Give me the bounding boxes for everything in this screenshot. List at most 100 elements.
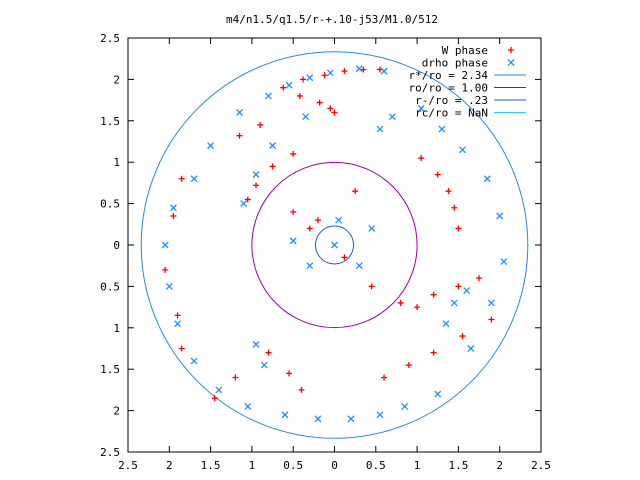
y-tick-label: 2 xyxy=(113,73,120,86)
w-phase-point xyxy=(257,121,264,128)
drho-phase-point xyxy=(285,81,293,89)
w-phase-point xyxy=(488,316,495,323)
drho-phase-point xyxy=(388,113,396,121)
w-phase-point xyxy=(298,386,305,393)
x-tick-label: 1 xyxy=(249,459,256,472)
y-tick-label: 1 xyxy=(113,322,120,335)
w-phase-point xyxy=(232,374,239,381)
drho-phase-point xyxy=(236,109,243,116)
w-phase-point xyxy=(476,275,483,282)
drho-phase-point xyxy=(331,241,338,249)
drho-phase-point xyxy=(281,411,289,419)
w-phase-point xyxy=(459,333,466,340)
drho-phase-point xyxy=(355,65,363,73)
w-phase-point xyxy=(174,312,181,319)
chart-title: m4/n1.5/q1.5/r-+.10-j53/M1.0/512 xyxy=(226,13,438,26)
w-phase-point xyxy=(162,266,169,273)
w-phase-point xyxy=(455,283,462,290)
w-phase-point xyxy=(381,374,388,381)
drho-phase-point xyxy=(264,92,272,100)
w-phase-point xyxy=(430,291,437,298)
y-tick-label: 1.5 xyxy=(100,115,120,128)
w-phase-point xyxy=(434,171,441,178)
drho-phase-point xyxy=(215,386,223,394)
x-tick-label: 1 xyxy=(414,459,421,472)
legend-marker xyxy=(508,47,514,53)
drho-phase-point xyxy=(161,241,169,249)
w-phase-point xyxy=(178,175,185,182)
y-tick-label: 2 xyxy=(113,405,120,418)
legend-label: W phase xyxy=(442,44,488,57)
drho-phase-point xyxy=(355,262,363,270)
y-tick-label: 2.5 xyxy=(100,32,120,45)
drho-phase-point xyxy=(207,142,215,150)
y-tick-label: 1 xyxy=(113,156,120,169)
w-phase-point xyxy=(314,217,321,224)
w-phase-point xyxy=(405,362,412,369)
drho-phase-point xyxy=(314,415,322,423)
axis-ticks: 2.5 2 1.5 1 0.5 0 0.5 1 1.5 2 2.52.521.510.500.511… xyxy=(100,32,551,472)
w-phase-point xyxy=(296,92,303,99)
y-tick-label: 1.5 xyxy=(100,363,120,376)
w-phase-point xyxy=(280,84,287,91)
drho-phase-point xyxy=(326,69,334,77)
drho-phase-point xyxy=(368,224,376,232)
drho-phase-point xyxy=(240,200,248,208)
drho-phase-point xyxy=(483,175,491,183)
w-phase-point xyxy=(211,395,218,402)
y-tick-label: 0 xyxy=(113,239,120,252)
drho-phase-point xyxy=(190,357,198,365)
w-phase-point xyxy=(170,213,177,220)
legend-label: ro/ro = 1.00 xyxy=(409,82,488,95)
drho-phase-point xyxy=(500,258,508,266)
drho-phase-point xyxy=(463,287,471,294)
x-tick-label: 0 xyxy=(331,459,338,472)
w-phase-point xyxy=(352,188,359,195)
drho-phase-point xyxy=(438,125,446,133)
w-phase-point xyxy=(321,72,328,79)
reference-circles xyxy=(140,51,529,439)
x-tick-label: 2 xyxy=(496,459,503,472)
w-phase-point xyxy=(327,105,334,112)
x-tick-label: 1.5 xyxy=(201,459,221,472)
w-phase-point xyxy=(368,283,375,290)
drho-phase-point xyxy=(169,204,177,212)
y-tick-label: 0.5 xyxy=(100,198,120,211)
w-phase-point xyxy=(178,345,185,352)
drho-phase-point xyxy=(302,113,310,121)
w-phase-point xyxy=(306,225,313,232)
drho-phase-point xyxy=(306,74,314,82)
drho-phase-point xyxy=(335,216,343,224)
w-phase-point xyxy=(244,196,251,203)
data-points xyxy=(161,65,508,423)
w-phase-point xyxy=(341,254,348,261)
drho-phase-point xyxy=(401,403,409,410)
ring-3 xyxy=(251,161,418,329)
ring-2 xyxy=(140,51,529,439)
w-phase-point xyxy=(265,349,272,356)
w-phase-point xyxy=(341,68,348,75)
drho-phase-point xyxy=(376,411,384,419)
w-phase-point xyxy=(451,204,458,211)
w-phase-point xyxy=(316,99,323,106)
drho-phase-point xyxy=(434,390,442,398)
drho-phase-point xyxy=(252,171,260,179)
w-phase-point xyxy=(360,66,367,73)
drho-phase-point xyxy=(459,146,466,154)
w-phase-point xyxy=(455,225,462,232)
drho-phase-point xyxy=(380,67,388,75)
drho-phase-point xyxy=(289,237,297,245)
drho-phase-point xyxy=(165,282,173,290)
y-tick-label: 2.5 xyxy=(100,446,120,459)
drho-phase-point xyxy=(260,361,268,369)
legend-label: rc/ro = NaN xyxy=(415,107,488,120)
drho-phase-point xyxy=(190,175,198,183)
w-phase-point xyxy=(397,299,404,306)
x-tick-label: 0.5 xyxy=(283,459,303,472)
w-phase-point xyxy=(253,182,260,189)
w-phase-point xyxy=(269,163,276,170)
drho-phase-point xyxy=(174,320,182,328)
drho-phase-point xyxy=(496,212,504,220)
